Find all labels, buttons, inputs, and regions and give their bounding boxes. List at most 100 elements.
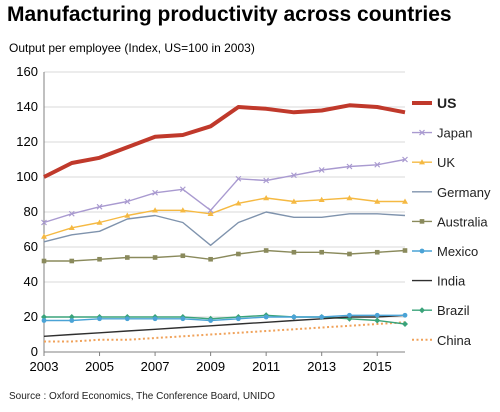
series-line-australia bbox=[44, 249, 406, 262]
data-point-mexico bbox=[180, 316, 186, 322]
data-point-australia bbox=[97, 256, 102, 262]
legend-label-mexico: Mexico bbox=[437, 244, 478, 259]
data-point-australia bbox=[69, 258, 75, 264]
source-note: Source : Oxford Economics, The Conferenc… bbox=[9, 391, 276, 402]
data-point-mexico bbox=[402, 312, 408, 318]
data-point-uk bbox=[68, 224, 75, 230]
data-point-mexico bbox=[97, 316, 102, 322]
y-tick-label: 80 bbox=[24, 204, 38, 219]
data-point-mexico bbox=[263, 314, 269, 320]
data-point-japan bbox=[290, 172, 297, 179]
legend: US Japan UK Germany Australia Mexico India Braz… bbox=[412, 95, 491, 348]
x-tick-label: 2009 bbox=[196, 359, 225, 374]
data-point-japan bbox=[179, 186, 186, 193]
y-tick-label: 160 bbox=[16, 64, 38, 79]
x-tick-label: 2007 bbox=[141, 359, 170, 374]
chart-subtitle: Output per employee (Index, US=100 in 20… bbox=[9, 41, 255, 55]
legend-marker-uk bbox=[419, 159, 425, 165]
y-tick-label: 120 bbox=[16, 134, 38, 149]
legend-marker-mexico bbox=[419, 248, 425, 254]
data-point-mexico bbox=[235, 316, 241, 322]
data-point-australia bbox=[291, 249, 297, 255]
x-tick-label: 2003 bbox=[30, 359, 59, 374]
data-point-japan bbox=[346, 163, 353, 170]
data-point-brazil bbox=[402, 321, 408, 327]
data-point-australia bbox=[263, 248, 269, 253]
data-point-japan bbox=[96, 203, 103, 210]
data-point-uk bbox=[235, 200, 242, 206]
data-point-brazil bbox=[374, 317, 381, 324]
data-point-australia bbox=[41, 258, 47, 264]
data-point-uk bbox=[41, 233, 47, 239]
data-point-mexico bbox=[69, 318, 75, 323]
axes bbox=[43, 72, 405, 356]
legend-label-india: India bbox=[437, 274, 466, 289]
data-point-japan bbox=[374, 161, 381, 168]
data-point-mexico bbox=[374, 312, 380, 318]
y-tick-label: 140 bbox=[16, 99, 38, 114]
legend-label-australia: Australia bbox=[437, 214, 488, 229]
y-tick-label: 0 bbox=[31, 344, 38, 359]
series-line-us bbox=[43, 103, 406, 179]
y-tick-label: 100 bbox=[16, 169, 38, 184]
data-point-uk bbox=[346, 195, 353, 201]
data-point-australia bbox=[402, 248, 408, 253]
data-point-brazil bbox=[68, 314, 75, 320]
series-line-uk bbox=[43, 197, 405, 238]
data-point-australia bbox=[236, 251, 241, 257]
data-point-mexico bbox=[152, 316, 158, 322]
x-tick-label: 2005 bbox=[85, 359, 114, 374]
data-point-mexico bbox=[41, 318, 47, 323]
series-line-mexico bbox=[44, 314, 405, 322]
data-point-uk bbox=[179, 207, 186, 213]
data-point-uk bbox=[374, 198, 381, 204]
data-point-uk bbox=[207, 210, 214, 216]
data-point-japan bbox=[41, 219, 47, 226]
data-point-japan bbox=[152, 189, 159, 196]
data-point-uk bbox=[318, 196, 325, 202]
data-point-japan bbox=[68, 210, 75, 217]
data-point-mexico bbox=[291, 314, 297, 320]
data-point-uk bbox=[402, 198, 408, 204]
data-point-mexico bbox=[208, 318, 214, 323]
chart-title: Manufacturing productivity across countr… bbox=[7, 3, 452, 26]
series-line-india bbox=[43, 314, 406, 337]
legend-label-uk: UK bbox=[437, 155, 455, 170]
data-point-uk bbox=[263, 195, 270, 201]
data-point-mexico bbox=[347, 312, 352, 318]
series-line-brazil bbox=[44, 314, 406, 325]
series-lines bbox=[41, 103, 408, 343]
data-point-uk bbox=[124, 212, 131, 218]
legend-label-brazil: Brazil bbox=[437, 303, 470, 318]
data-point-japan bbox=[124, 198, 131, 205]
data-point-australia bbox=[319, 249, 324, 255]
legend-label-china: China bbox=[437, 333, 472, 348]
series-line-china bbox=[44, 321, 406, 343]
data-point-uk bbox=[152, 207, 159, 213]
legend-marker-japan bbox=[419, 129, 425, 136]
data-point-mexico bbox=[319, 314, 325, 320]
data-point-japan bbox=[235, 175, 242, 182]
y-axis-ticks: 0 20 40 60 80 100 120 140 160 bbox=[16, 64, 38, 359]
data-point-japan bbox=[402, 156, 408, 163]
data-point-australia bbox=[125, 255, 130, 260]
data-point-australia bbox=[180, 253, 186, 259]
data-point-brazil bbox=[41, 314, 47, 320]
y-tick-label: 40 bbox=[24, 274, 38, 289]
legend-label-japan: Japan bbox=[437, 126, 472, 141]
data-point-uk bbox=[290, 198, 297, 204]
data-point-australia bbox=[208, 256, 213, 262]
legend-marker-australia bbox=[419, 219, 425, 224]
legend-label-us: US bbox=[437, 95, 456, 111]
legend-marker-brazil bbox=[419, 307, 425, 314]
data-point-australia bbox=[347, 251, 352, 257]
data-point-australia bbox=[152, 255, 158, 260]
data-point-japan bbox=[263, 177, 270, 184]
data-point-uk bbox=[96, 219, 103, 225]
data-point-australia bbox=[374, 249, 380, 255]
data-point-japan bbox=[318, 167, 325, 173]
x-tick-label: 2013 bbox=[307, 359, 336, 374]
x-tick-label: 2015 bbox=[363, 359, 392, 374]
y-tick-label: 20 bbox=[24, 309, 38, 324]
x-tick-label: 2011 bbox=[252, 359, 280, 374]
